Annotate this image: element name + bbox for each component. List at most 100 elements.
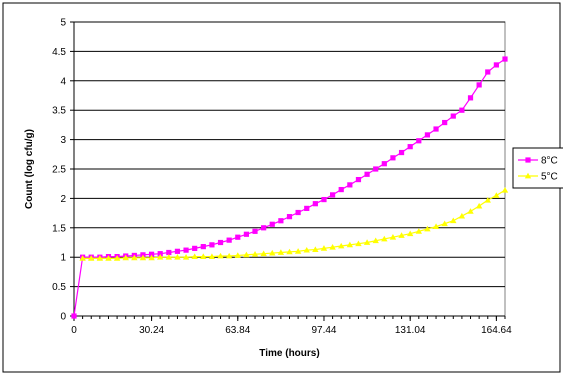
data-point [286,214,293,220]
data-point [174,254,181,260]
data-point [294,248,302,254]
data-point [450,217,457,224]
data-point [277,249,285,255]
data-point [191,253,198,260]
data-point [312,246,319,252]
y-tick-label: 5 [60,18,66,29]
data-point [286,248,293,255]
data-point [182,254,190,260]
legend-box [512,147,563,189]
data-point [217,239,224,246]
x-tick-label: 164.64 [481,325,512,336]
x-tick-label: 131.04 [395,325,426,336]
data-point [166,249,172,256]
y-tick-label: 2 [60,194,66,205]
data-point [450,113,456,119]
data-point [200,253,207,260]
x-tick-label: 30.24 [139,325,164,336]
data-point [234,252,241,258]
data-point [312,201,318,207]
data-point [321,196,327,203]
data-point [373,166,379,172]
data-point [139,254,147,261]
data-point [157,251,163,257]
data-point [96,255,104,261]
y-tick-label: 2.5 [52,165,66,176]
data-point [295,209,301,216]
data-point [364,171,370,177]
data-point [459,107,465,113]
series-group [71,56,509,319]
data-point [148,251,155,257]
data-point [475,202,483,209]
data-point [415,228,422,234]
data-point [157,254,164,260]
data-point [338,242,345,249]
data-point [355,240,362,247]
data-point [467,95,474,101]
data-point [88,255,95,261]
data-point [148,254,155,261]
legend: 8°C5°C [512,147,563,189]
data-point [174,248,181,254]
data-point [269,249,276,256]
data-point [217,252,224,259]
data-point [493,192,500,198]
y-tick-label: 1.5 [52,223,66,234]
data-point [406,230,414,237]
data-point [441,220,448,227]
data-point [200,244,206,250]
data-point [363,239,371,245]
data-point [209,242,215,248]
data-point [501,186,509,193]
data-point [493,62,499,68]
data-point [390,155,396,161]
y-tick-label: 0 [60,312,66,323]
data-point [252,228,258,234]
data-point [346,241,354,248]
data-point [304,205,310,211]
data-point [347,182,353,188]
data-point [329,244,336,250]
gridlines [74,21,505,288]
data-point [260,250,267,257]
data-point [131,254,138,261]
y-tick-label: 3.5 [52,106,66,117]
x-tick-label: 0 [71,325,77,336]
data-point [122,254,129,261]
data-point [269,221,275,227]
data-point [243,231,249,237]
data-point [226,237,232,243]
x-tick-label: 97.44 [311,325,336,336]
data-point [243,251,250,258]
data-point [261,225,267,231]
data-point [433,126,439,132]
legend-marker [525,157,531,163]
data-point [251,251,259,257]
data-point [79,255,86,261]
data-point [381,161,387,167]
data-point [320,245,328,251]
data-point [381,235,388,242]
data-point [467,208,474,214]
data-point [416,138,422,144]
data-point [398,149,405,156]
data-point [225,252,233,259]
data-point [165,254,173,260]
y-tick-label: 3 [60,135,66,146]
data-point [476,82,482,88]
x-axis-title: Time (hours) [259,348,319,359]
series-5c [79,186,509,261]
data-point [338,186,344,193]
data-point [192,245,198,251]
data-point [432,223,440,230]
data-point [484,196,491,203]
y-tick-label: 0.5 [52,282,66,293]
data-point [442,119,448,126]
data-point [105,255,112,261]
legend-label: 5°C [541,172,558,183]
data-point [278,218,284,224]
data-point [389,234,397,240]
